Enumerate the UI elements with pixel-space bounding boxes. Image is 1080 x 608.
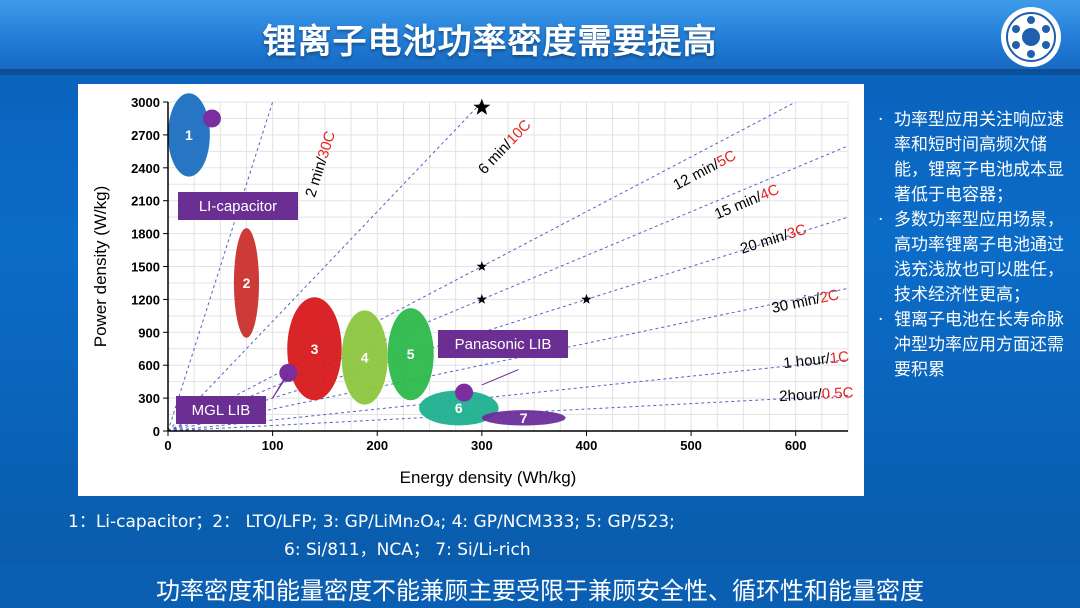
region-label: 2 bbox=[243, 275, 251, 291]
rate-c: 4C bbox=[757, 181, 781, 204]
x-tick-label: 300 bbox=[471, 438, 493, 453]
x-tick-label: 0 bbox=[164, 438, 171, 453]
side-note-text: 功率型应用关注响应速率和短时间高频次储能，锂离子电池成本显著低于电容器； bbox=[894, 110, 1064, 205]
rate-line-label: 12 min/5C bbox=[670, 147, 739, 194]
data-point-star bbox=[476, 261, 488, 271]
data-point-dot bbox=[455, 383, 474, 402]
annotation-label: Panasonic LIB bbox=[455, 336, 552, 353]
side-note-1: · 功率型应用关注响应速率和短时间高频次储能，锂离子电池成本显著低于电容器； bbox=[878, 110, 1064, 205]
rate-time: 2 min/ bbox=[302, 155, 331, 200]
rate-line-label: 1 hour/1C bbox=[782, 348, 849, 372]
annotation-label: LI-capacitor bbox=[199, 198, 277, 215]
y-tick-label: 3000 bbox=[131, 95, 160, 110]
x-tick-label: 200 bbox=[366, 438, 388, 453]
y-tick-label: 1200 bbox=[131, 292, 160, 307]
rate-time: 12 min/ bbox=[670, 156, 722, 194]
annotation-pointer bbox=[272, 371, 289, 399]
institution-logo bbox=[1001, 7, 1061, 67]
side-note-2: · 多数功率型应用场景，高功率锂离子电池通过浅充浅放也可以胜任，技术经济性更高； bbox=[878, 210, 1064, 305]
region-ellipse bbox=[387, 308, 434, 401]
y-tick-label: 300 bbox=[138, 391, 160, 406]
region-label: 6 bbox=[455, 400, 463, 416]
y-tick-label: 600 bbox=[138, 358, 160, 373]
x-tick-label: 400 bbox=[576, 438, 598, 453]
y-tick-label: 2700 bbox=[131, 128, 160, 143]
rate-c: 2C bbox=[818, 286, 840, 307]
rate-c: 0.5C bbox=[821, 384, 854, 403]
region-label: 4 bbox=[361, 350, 369, 366]
rate-time: 20 min/ bbox=[738, 226, 791, 257]
caption-line-2: 6: Si/811，NCA； 7: Si/Li-rich bbox=[284, 540, 531, 560]
rate-line bbox=[168, 102, 483, 431]
rate-c: 1C bbox=[829, 348, 850, 367]
footer-text: 功率密度和能量密度不能兼顾主要受限于兼顾安全性、循环性和能量密度 bbox=[156, 577, 924, 605]
y-tick-label: 0 bbox=[153, 424, 160, 439]
rate-line-label: 2 min/30C bbox=[302, 129, 339, 199]
region-label: 5 bbox=[407, 346, 415, 362]
region-label: 1 bbox=[185, 127, 193, 143]
side-note-text: 多数功率型应用场景，高功率锂离子电池通过浅充浅放也可以胜任，技术经济性更高； bbox=[894, 210, 1064, 305]
region-ellipse bbox=[168, 93, 210, 177]
y-tick-label: 1800 bbox=[131, 227, 160, 242]
y-tick-label: 2100 bbox=[131, 194, 160, 209]
y-tick-label: 900 bbox=[138, 325, 160, 340]
rate-time: 1 hour/ bbox=[782, 350, 831, 372]
region-label: 7 bbox=[520, 410, 528, 426]
y-axis-label: Power density (W/kg) bbox=[91, 186, 110, 348]
footer-bar: 功率密度和能量密度不能兼顾主要受限于兼顾安全性、循环性和能量密度 bbox=[0, 566, 1080, 608]
data-point-star bbox=[476, 293, 488, 304]
rate-line-label: 2hour/0.5C bbox=[779, 384, 854, 405]
region-ellipse bbox=[341, 310, 388, 405]
data-point-star bbox=[473, 98, 491, 115]
rate-c: 3C bbox=[785, 221, 809, 243]
rate-time: 30 min/ bbox=[770, 290, 822, 317]
region-label: 3 bbox=[311, 341, 319, 357]
rate-line-label: 6 min/10C bbox=[475, 116, 535, 177]
data-point-dot bbox=[202, 109, 221, 128]
region-ellipse bbox=[287, 297, 342, 401]
rate-line bbox=[168, 216, 848, 431]
region-ellipse bbox=[481, 410, 566, 426]
side-note-text: 锂离子电池在长寿命脉冲型功率应用方面还需要积累 bbox=[894, 310, 1064, 380]
data-point-star bbox=[581, 293, 592, 304]
annotation-box bbox=[176, 396, 266, 424]
annotation-box bbox=[438, 330, 568, 358]
side-notes: · 功率型应用关注响应速率和短时间高频次储能，锂离子电池成本显著低于电容器； · 多… bbox=[872, 108, 1072, 383]
rate-time: 2hour/ bbox=[779, 386, 823, 405]
data-point-dot bbox=[279, 363, 298, 382]
rate-line-label: 30 min/2C bbox=[770, 286, 841, 317]
annotation-box bbox=[178, 192, 298, 220]
y-tick-label: 2400 bbox=[131, 161, 160, 176]
annotation-label: MGL LIB bbox=[192, 402, 251, 419]
rate-line-label: 20 min/3C bbox=[738, 221, 808, 258]
annotation-pointer bbox=[481, 369, 519, 386]
x-tick-label: 100 bbox=[262, 438, 284, 453]
slide-title: 锂离子电池功率密度需要提高 bbox=[262, 22, 718, 62]
legend-caption: 1：Li-capacitor；2： LTO/LFP; 3: GP/LiMn₂O₄… bbox=[68, 508, 675, 564]
rate-time: 15 min/ bbox=[712, 188, 765, 223]
x-axis-label: Energy density (Wh/kg) bbox=[400, 468, 577, 487]
region-ellipse bbox=[233, 228, 260, 338]
side-note-3: · 锂离子电池在长寿命脉冲型功率应用方面还需要积累 bbox=[878, 310, 1064, 380]
rate-line bbox=[168, 287, 848, 431]
region-ellipse bbox=[419, 390, 499, 426]
rate-c: 30C bbox=[315, 129, 340, 161]
caption-line-1: 1：Li-capacitor；2： LTO/LFP; 3: GP/LiMn₂O₄… bbox=[68, 512, 675, 532]
title-bar bbox=[0, 0, 1080, 75]
chart-panel: 1 2 3 4 5 6 7 2 min/30C 6 min/10C 12 min/5C 15 min… bbox=[78, 84, 864, 496]
y-tick-label: 1500 bbox=[131, 260, 160, 275]
x-tick-label: 600 bbox=[785, 438, 807, 453]
x-tick-label: 500 bbox=[680, 438, 702, 453]
